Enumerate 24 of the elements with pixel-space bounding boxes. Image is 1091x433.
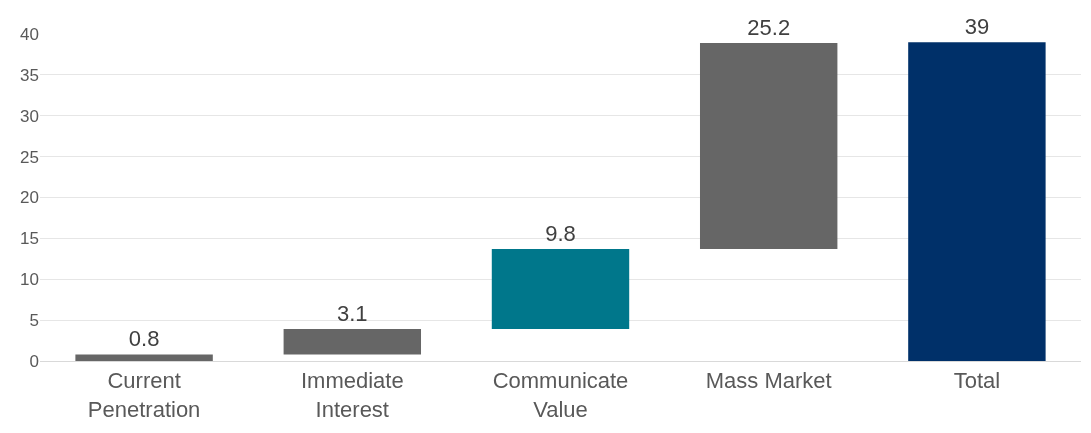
y-tick-label: 40 bbox=[20, 24, 39, 44]
x-tick-label: Communicate Value bbox=[492, 368, 629, 422]
data-label: 25.2 bbox=[747, 14, 791, 40]
y-tick-label: 25 bbox=[20, 147, 39, 167]
bar bbox=[699, 42, 838, 249]
data-label: 39 bbox=[964, 14, 990, 40]
bar bbox=[491, 249, 630, 330]
data-label: 0.8 bbox=[128, 326, 160, 352]
bar bbox=[283, 329, 422, 355]
y-tick-label: 5 bbox=[29, 311, 39, 331]
y-tick-label: 10 bbox=[20, 270, 39, 290]
y-tick-label: 35 bbox=[20, 65, 39, 85]
x-tick-label: Mass Market bbox=[705, 368, 832, 394]
bar bbox=[75, 354, 213, 361]
x-tick-label: Current Penetration bbox=[87, 368, 201, 422]
y-tick-label: 0 bbox=[29, 351, 39, 371]
x-tick-label: Immediate Interest bbox=[300, 368, 404, 422]
y-tick-label: 20 bbox=[20, 188, 39, 208]
y-tick-label: 30 bbox=[20, 106, 39, 126]
data-label: 3.1 bbox=[337, 301, 368, 327]
x-tick-label: Total bbox=[953, 368, 1001, 394]
bar bbox=[908, 42, 1046, 361]
data-label: 9.8 bbox=[545, 221, 576, 246]
y-tick-label: 15 bbox=[20, 229, 39, 249]
